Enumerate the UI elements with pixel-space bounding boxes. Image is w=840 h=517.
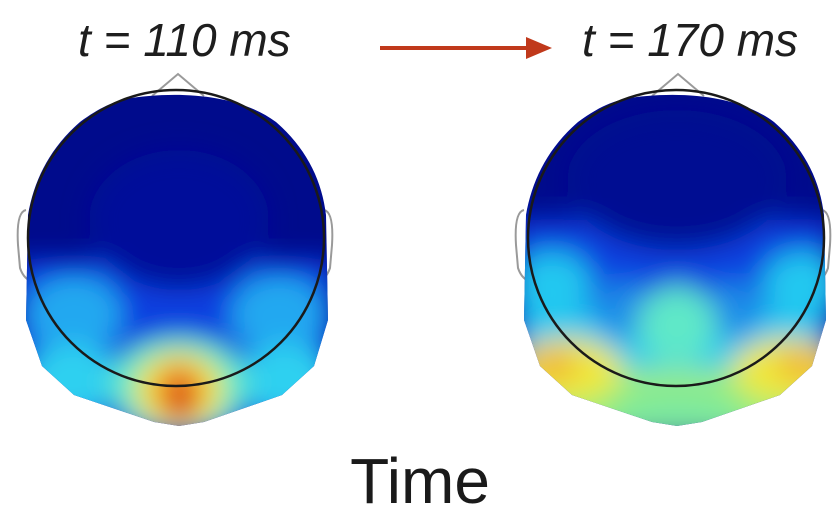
right-arrow-icon — [380, 37, 552, 59]
label-t170: t = 170 ms — [582, 14, 799, 66]
label-t110: t = 110 ms — [78, 14, 291, 66]
head-outline — [26, 88, 326, 388]
nose-icon — [151, 72, 205, 97]
nose-icon — [651, 72, 705, 97]
head-outline — [526, 88, 826, 388]
time-axis-label: Time — [350, 445, 490, 517]
scalp-topomap-170ms — [514, 72, 832, 426]
scalp-topomap-110ms — [16, 72, 334, 426]
